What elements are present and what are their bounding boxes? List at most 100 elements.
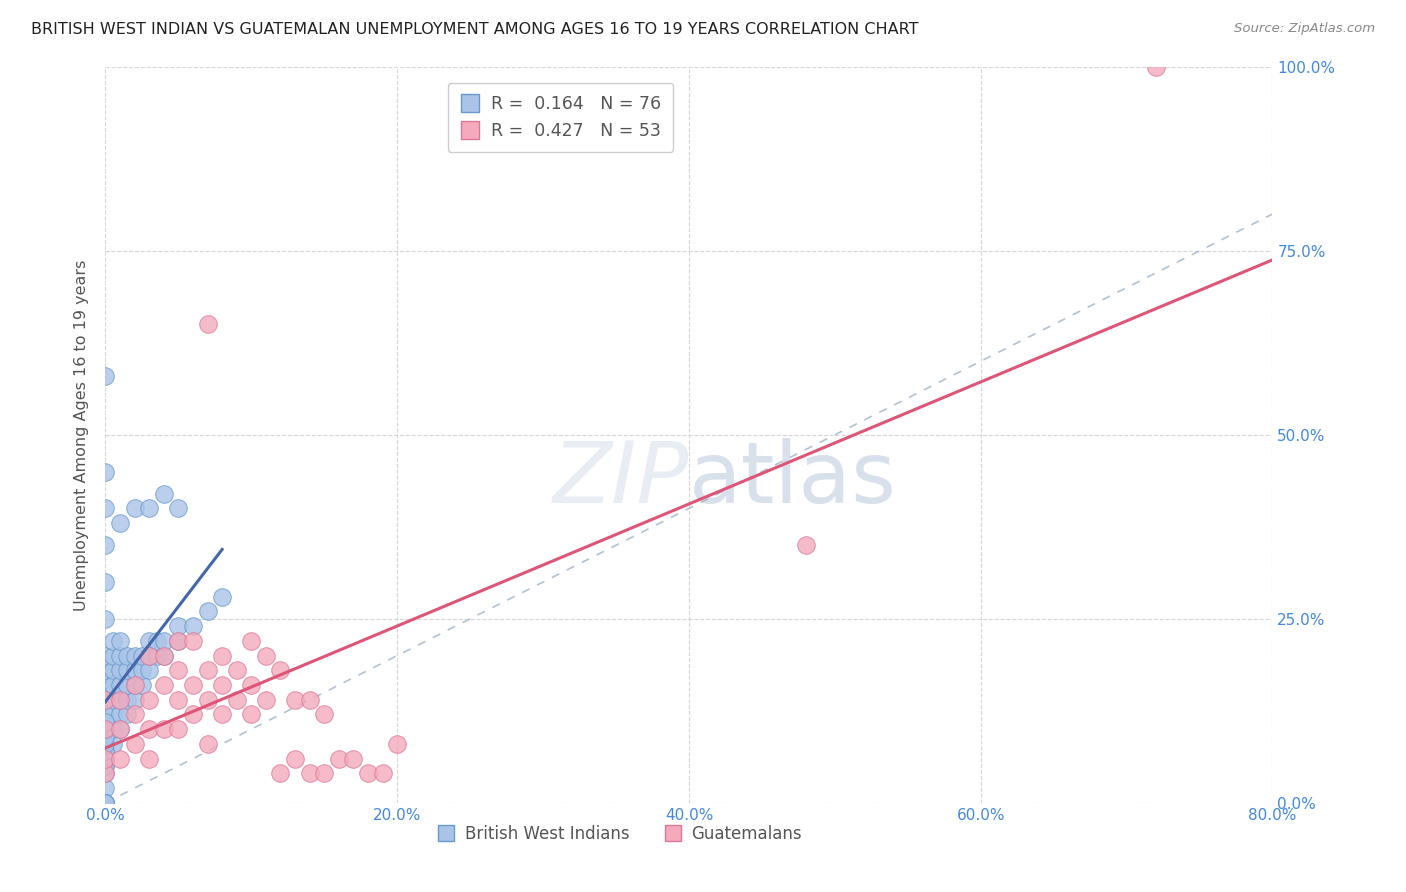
Point bbox=[371, 766, 394, 780]
Point bbox=[197, 692, 219, 706]
Point bbox=[124, 648, 146, 663]
Point bbox=[94, 766, 117, 780]
Point bbox=[94, 692, 117, 706]
Point bbox=[94, 796, 117, 810]
Point bbox=[167, 619, 190, 633]
Point bbox=[101, 737, 124, 751]
Point bbox=[94, 714, 117, 729]
Point bbox=[211, 590, 233, 604]
Point bbox=[94, 751, 117, 765]
Point bbox=[240, 678, 263, 692]
Point bbox=[794, 538, 817, 552]
Point bbox=[94, 707, 117, 722]
Point bbox=[167, 664, 190, 678]
Point bbox=[94, 723, 117, 737]
Point bbox=[385, 737, 409, 751]
Point bbox=[108, 723, 131, 737]
Point bbox=[357, 766, 380, 780]
Point bbox=[108, 648, 131, 663]
Point bbox=[124, 664, 146, 678]
Point bbox=[254, 692, 277, 706]
Point bbox=[197, 737, 219, 751]
Point bbox=[138, 648, 160, 663]
Point bbox=[101, 678, 124, 692]
Point bbox=[124, 707, 146, 722]
Point bbox=[94, 744, 117, 758]
Point bbox=[94, 796, 117, 810]
Point bbox=[108, 692, 131, 706]
Point bbox=[94, 751, 117, 765]
Point bbox=[94, 501, 117, 516]
Point bbox=[94, 796, 117, 810]
Point bbox=[108, 664, 131, 678]
Point bbox=[153, 678, 174, 692]
Point bbox=[94, 759, 117, 773]
Point bbox=[138, 633, 160, 648]
Point bbox=[124, 692, 146, 706]
Point bbox=[197, 605, 219, 619]
Point bbox=[284, 751, 307, 765]
Point bbox=[284, 692, 307, 706]
Point bbox=[145, 633, 167, 648]
Legend: British West Indians, Guatemalans: British West Indians, Guatemalans bbox=[430, 818, 808, 850]
Point bbox=[94, 759, 117, 773]
Point bbox=[94, 766, 117, 780]
Point bbox=[131, 678, 153, 692]
Point bbox=[94, 751, 117, 765]
Point bbox=[124, 678, 146, 692]
Point bbox=[94, 723, 117, 737]
Point bbox=[94, 538, 117, 552]
Point bbox=[101, 723, 124, 737]
Point bbox=[254, 648, 277, 663]
Point bbox=[167, 501, 190, 516]
Point bbox=[138, 664, 160, 678]
Point bbox=[269, 766, 292, 780]
Text: BRITISH WEST INDIAN VS GUATEMALAN UNEMPLOYMENT AMONG AGES 16 TO 19 YEARS CORRELA: BRITISH WEST INDIAN VS GUATEMALAN UNEMPL… bbox=[31, 22, 918, 37]
Point bbox=[138, 692, 160, 706]
Point bbox=[181, 619, 204, 633]
Point bbox=[108, 707, 131, 722]
Point bbox=[211, 707, 233, 722]
Point bbox=[94, 737, 117, 751]
Point bbox=[314, 766, 336, 780]
Point bbox=[138, 751, 160, 765]
Point bbox=[153, 723, 174, 737]
Point bbox=[240, 633, 263, 648]
Point bbox=[269, 664, 292, 678]
Y-axis label: Unemployment Among Ages 16 to 19 years: Unemployment Among Ages 16 to 19 years bbox=[75, 260, 90, 610]
Point bbox=[101, 648, 124, 663]
Point bbox=[101, 633, 124, 648]
Point bbox=[101, 664, 124, 678]
Point bbox=[298, 692, 321, 706]
Point bbox=[94, 744, 117, 758]
Point bbox=[108, 751, 131, 765]
Point bbox=[94, 678, 117, 692]
Point bbox=[94, 612, 117, 626]
Point bbox=[94, 648, 117, 663]
Text: ZIP: ZIP bbox=[553, 437, 689, 521]
Point bbox=[108, 516, 131, 530]
Point bbox=[225, 692, 247, 706]
Text: atlas: atlas bbox=[689, 437, 897, 521]
Point bbox=[108, 692, 131, 706]
Point bbox=[94, 796, 117, 810]
Point bbox=[181, 633, 204, 648]
Point bbox=[101, 692, 124, 706]
Point bbox=[138, 501, 160, 516]
Point bbox=[94, 737, 117, 751]
Point bbox=[314, 707, 336, 722]
Point bbox=[94, 796, 117, 810]
Point bbox=[211, 678, 233, 692]
Point bbox=[94, 369, 117, 384]
Point bbox=[94, 796, 117, 810]
Point bbox=[145, 648, 167, 663]
Point bbox=[124, 678, 146, 692]
Point bbox=[240, 707, 263, 722]
Text: Source: ZipAtlas.com: Source: ZipAtlas.com bbox=[1234, 22, 1375, 36]
Point bbox=[117, 678, 139, 692]
Point bbox=[181, 707, 204, 722]
Point bbox=[124, 501, 146, 516]
Point bbox=[211, 648, 233, 663]
Point bbox=[153, 648, 174, 663]
Point bbox=[94, 796, 117, 810]
